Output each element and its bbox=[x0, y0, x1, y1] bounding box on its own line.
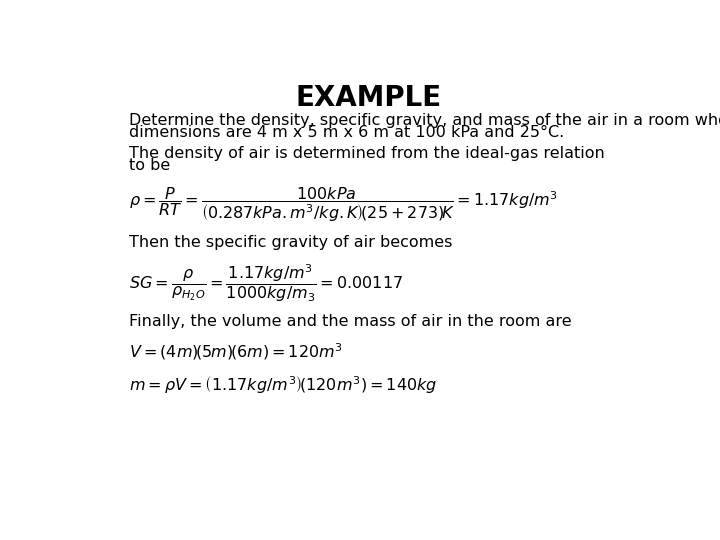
Text: Then the specific gravity of air becomes: Then the specific gravity of air becomes bbox=[129, 235, 452, 250]
Text: to be: to be bbox=[129, 158, 171, 173]
Text: The density of air is determined from the ideal-gas relation: The density of air is determined from th… bbox=[129, 146, 605, 161]
Text: Finally, the volume and the mass of air in the room are: Finally, the volume and the mass of air … bbox=[129, 314, 572, 329]
Text: EXAMPLE: EXAMPLE bbox=[296, 84, 442, 112]
Text: $m = \rho V = \left(1.17kg/m^3\right)\!\left(120m^3\right) = 140kg$: $m = \rho V = \left(1.17kg/m^3\right)\!\… bbox=[129, 375, 437, 396]
Text: $V = \left(4m\right)\!\left(5m\right)\!\left(6m\right) = 120m^3$: $V = \left(4m\right)\!\left(5m\right)\!\… bbox=[129, 341, 343, 362]
Text: Determine the density, specific gravity, and mass of the air in a room whose: Determine the density, specific gravity,… bbox=[129, 113, 720, 127]
Text: dimensions are 4 m x 5 m x 6 m at 100 kPa and 25°C.: dimensions are 4 m x 5 m x 6 m at 100 kP… bbox=[129, 125, 564, 140]
Text: $SG = \dfrac{\rho}{\rho_{H_2O}} = \dfrac{1.17kg/m^3}{1000kg/m_3} = 0.00117$: $SG = \dfrac{\rho}{\rho_{H_2O}} = \dfrac… bbox=[129, 262, 403, 304]
Text: $\rho = \dfrac{P}{RT} = \dfrac{100kPa}{\left(0.287kPa.m^3/kg.K\right)\!\left(25+: $\rho = \dfrac{P}{RT} = \dfrac{100kPa}{\… bbox=[129, 185, 558, 224]
